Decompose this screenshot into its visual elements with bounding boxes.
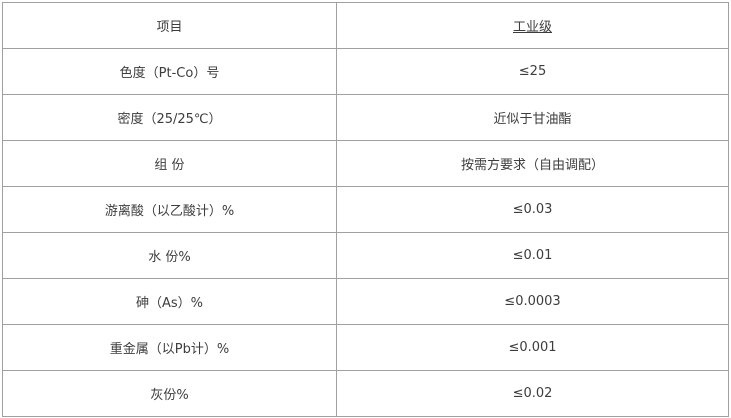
spec-value-cell: 近似于甘油酯 [336, 94, 729, 141]
table-row: 重金属（以Pb计）% ≤0.001 [2, 324, 729, 371]
table-header-row: 项目 工业级 [2, 2, 729, 49]
spec-item-cell: 组 份 [2, 140, 337, 187]
column-header-grade: 工业级 [336, 2, 729, 49]
spec-item-cell: 游离酸（以乙酸计）% [2, 186, 337, 233]
spec-item-cell: 密度（25/25℃） [2, 94, 337, 141]
column-header-item-label: 项目 [156, 20, 183, 35]
spec-value-cell: ≤25 [336, 48, 729, 95]
spec-item-cell: 砷（As）% [2, 278, 337, 325]
table-row: 组 份 按需方要求（自由调配） [2, 140, 729, 187]
table-row: 色度（Pt-Co）号 ≤25 [2, 48, 729, 95]
spec-value-cell: 按需方要求（自由调配） [336, 140, 729, 187]
spec-item-cell: 重金属（以Pb计）% [2, 324, 337, 371]
table-row: 游离酸（以乙酸计）% ≤0.03 [2, 186, 729, 233]
table-row: 水 份% ≤0.01 [2, 232, 729, 279]
table-row: 砷（As）% ≤0.0003 [2, 278, 729, 325]
spec-value-cell: ≤0.001 [336, 324, 729, 371]
column-header-item: 项目 [2, 2, 337, 49]
spec-value-cell: ≤0.02 [336, 370, 729, 417]
column-header-grade-label: 工业级 [512, 20, 552, 35]
spec-value-cell: ≤0.01 [336, 232, 729, 279]
spec-value-cell: ≤0.03 [336, 186, 729, 233]
table-row: 密度（25/25℃） 近似于甘油酯 [2, 94, 729, 141]
spec-item-cell: 色度（Pt-Co）号 [2, 48, 337, 95]
spec-value-cell: ≤0.0003 [336, 278, 729, 325]
spec-item-cell: 水 份% [2, 232, 337, 279]
spec-item-cell: 灰份% [2, 370, 337, 417]
table-row: 灰份% ≤0.02 [2, 370, 729, 417]
